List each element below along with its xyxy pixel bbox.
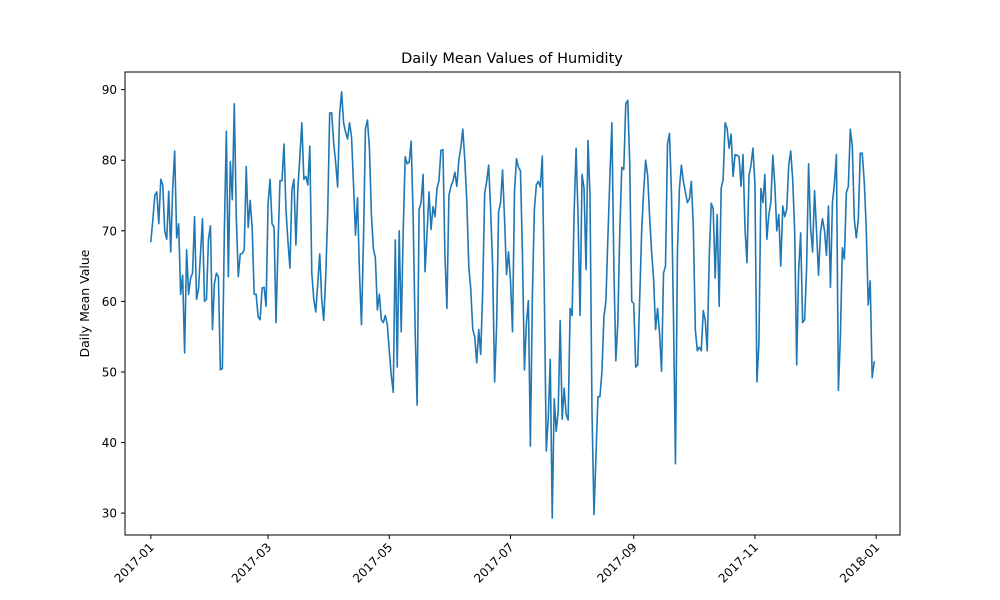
series-line (149, 90, 876, 519)
y-tick-label: 50 (102, 365, 117, 379)
plot-frame (124, 71, 901, 536)
chart-title: Daily Mean Values of Humidity (401, 51, 623, 67)
y-axis-label: Daily Mean Value (77, 249, 92, 357)
y-tick-label: 60 (102, 295, 117, 309)
y-tick-label: 90 (102, 83, 117, 97)
y-tick-label: 30 (102, 507, 117, 521)
y-tick-label: 70 (102, 224, 117, 238)
y-tick-label: 40 (102, 436, 117, 450)
y-tick-label: 80 (102, 154, 117, 168)
data-layer (149, 90, 876, 519)
y-axis: 30 40 50 60 70 80 90 (102, 83, 125, 521)
